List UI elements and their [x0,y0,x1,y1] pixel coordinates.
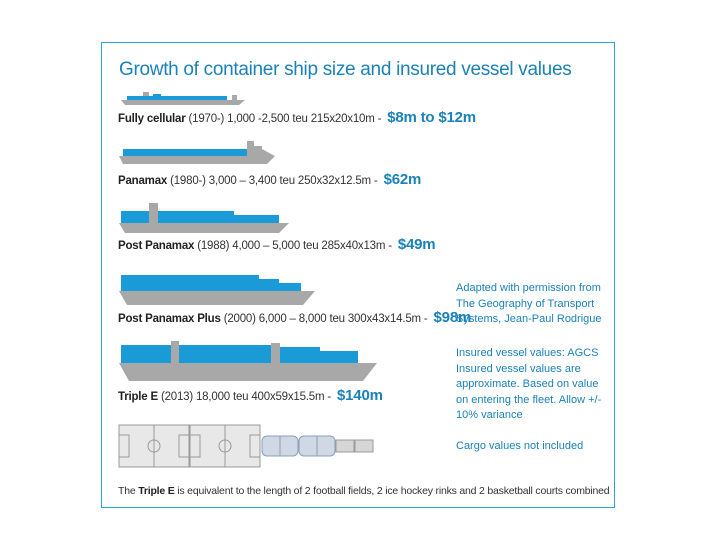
cargo-note: Cargo values not included [456,440,584,452]
ship-value: $98m [433,309,472,326]
ship-value: $62m [383,171,422,188]
ship-value: $8m to $12m [387,109,476,126]
attribution-note: Adapted with permission from The Geograp… [456,282,602,325]
footer-suffix: is equivalent to the length of 2 footbal… [177,485,610,497]
footer-ship-name: Triple E [138,485,175,497]
basketball-courts [335,439,374,453]
ship-post-panamax-plus [119,275,315,305]
ship-label-fully-cellular: Fully cellular (1970-) 1,000 -2,500 teu … [118,109,476,126]
ship-fully-cellular [121,92,245,105]
infographic-title: Growth of container ship size and insure… [119,59,572,80]
ship-spec: (1988) 4,000 – 5,000 teu 285x40x13m - [197,240,392,252]
footer-prefix: The [118,485,136,497]
ship-name: Panamax [118,175,168,187]
ship-spec: (1980-) 3,000 – 3,400 teu 250x32x12.5m - [170,175,378,187]
ship-name: Fully cellular [118,113,186,125]
ship-spec: (2000) 6,000 – 8,000 teu 300x43x14.5m - [223,313,428,325]
ship-value: $49m [397,236,436,253]
ship-post-panamax [119,203,289,233]
football-field-1 [118,424,190,468]
ship-triple-e [119,341,377,381]
ship-label-post-panamax: Post Panamax (1988) 4,000 – 5,000 teu 28… [118,236,436,253]
ice-hockey-rinks [261,435,336,457]
ship-label-panamax: Panamax (1980-) 3,000 – 3,400 teu 250x32… [118,171,421,188]
values-note: Insured vessel values: AGCS Insured vess… [456,347,602,421]
ship-spec: (2013) 18,000 teu 400x59x15.5m - [160,391,332,403]
football-field-2 [189,424,261,468]
infographic-panel: Growth of container ship size and insure… [101,42,615,508]
length-comparison-fields [118,424,374,468]
ship-spec: (1970-) 1,000 -2,500 teu 215x20x10m - [188,113,382,125]
footer-caption: The Triple E is equivalent to the length… [118,485,610,497]
ship-label-post-panamax-plus: Post Panamax Plus (2000) 6,000 – 8,000 t… [118,309,471,326]
ship-label-triple-e: Triple E (2013) 18,000 teu 400x59x15.5m … [118,387,383,404]
ship-panamax [119,141,275,164]
ship-name: Post Panamax [118,240,195,252]
ship-value: $140m [337,387,383,404]
ship-name: Triple E [118,391,158,403]
ship-name: Post Panamax Plus [118,313,221,325]
